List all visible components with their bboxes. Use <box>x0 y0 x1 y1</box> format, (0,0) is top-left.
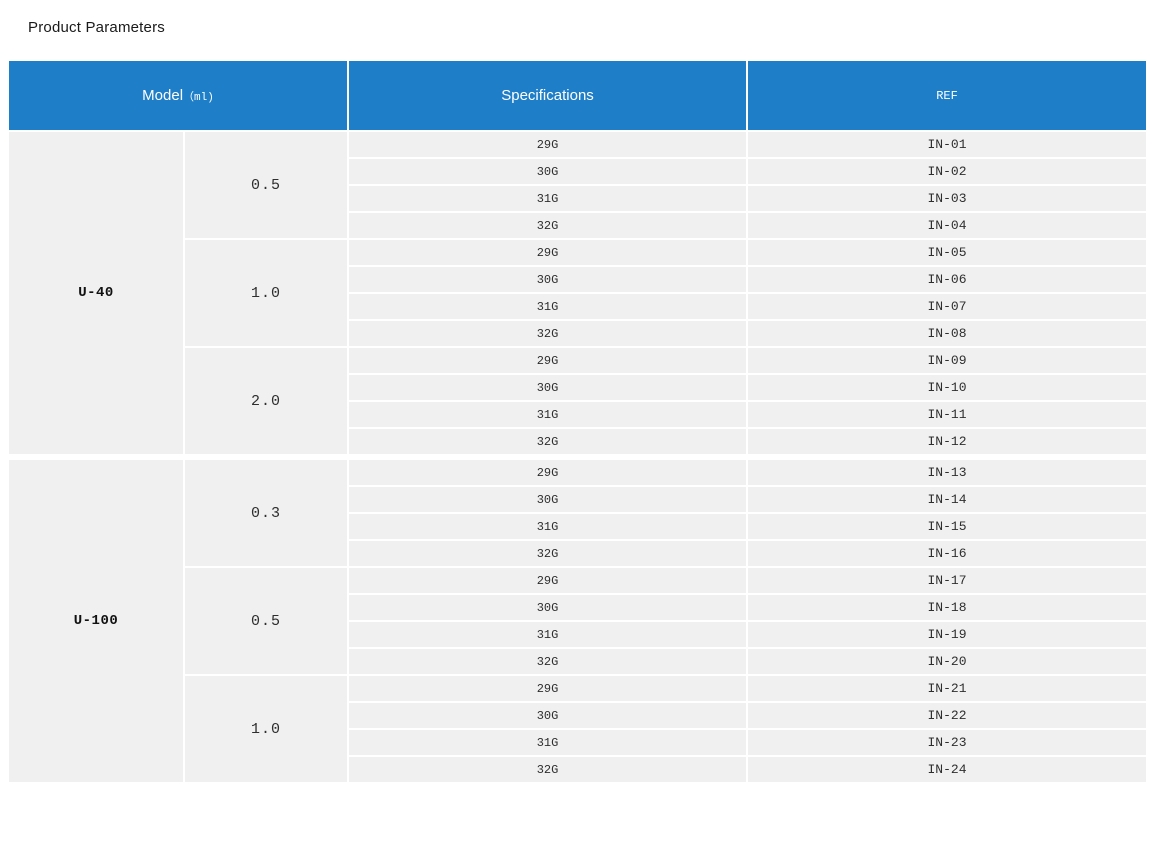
ref-cell: IN-12 <box>746 427 1149 458</box>
table-row: 1.0 29G IN-21 <box>8 674 1149 784</box>
spec-cell: 30G <box>347 485 749 514</box>
ml-cell: 0.5 <box>182 130 350 240</box>
table-row: U-100 0.3 29G IN-13 <box>7 454 1149 784</box>
column-header-model: Model（ml) <box>6 59 350 132</box>
spec-cell: 30G <box>347 593 749 622</box>
column-header-specifications: Specifications <box>347 59 749 132</box>
table-row: 32G IN-12 <box>8 427 1149 458</box>
spec-cell: 29G <box>347 130 749 159</box>
ref-cell: IN-06 <box>746 265 1149 294</box>
column-header-model-unit: （ml) <box>183 92 214 104</box>
table-row: 30G IN-02 <box>8 157 1149 186</box>
spec-cell: 31G <box>347 184 749 213</box>
spec-cell: 30G <box>347 701 749 730</box>
ref-cell: IN-22 <box>746 701 1149 730</box>
spec-cell: 29G <box>347 674 749 703</box>
spec-cell: 32G <box>347 647 749 676</box>
table-row: 30G IN-18 <box>8 593 1149 622</box>
spec-cell: 29G <box>347 238 749 267</box>
ref-cell: IN-21 <box>746 674 1149 703</box>
model-cell: U-40 <box>7 130 185 458</box>
table-row: 32G IN-08 <box>8 319 1149 348</box>
ref-cell: IN-07 <box>746 292 1149 321</box>
ref-cell: IN-20 <box>746 647 1149 676</box>
spec-cell: 31G <box>347 400 749 429</box>
table-row: 31G IN-11 <box>8 400 1149 429</box>
ref-cell: IN-02 <box>746 157 1149 186</box>
ref-cell: IN-05 <box>746 238 1149 267</box>
table-row: 32G IN-04 <box>8 211 1149 240</box>
ml-cell: 0.3 <box>182 454 350 568</box>
table-row: 30G IN-06 <box>8 265 1149 294</box>
ml-cell: 1.0 <box>182 238 350 348</box>
spec-cell: 32G <box>347 319 749 348</box>
spec-cell: 29G <box>347 454 749 487</box>
table-row: 31G IN-23 <box>8 728 1149 757</box>
column-header-ref: REF <box>746 59 1149 132</box>
spec-cell: 30G <box>347 157 749 186</box>
spec-cell: 31G <box>347 512 749 541</box>
ref-cell: IN-16 <box>746 539 1149 568</box>
ref-cell: IN-13 <box>746 454 1149 487</box>
table-row: 31G IN-15 <box>8 512 1149 541</box>
model-cell: U-100 <box>7 454 185 784</box>
table-row: 32G IN-20 <box>8 647 1149 676</box>
spec-cell: 32G <box>347 755 749 784</box>
table-row: 31G IN-07 <box>8 292 1149 321</box>
column-header-model-label: Model <box>142 87 184 104</box>
ref-cell: IN-15 <box>746 512 1149 541</box>
spec-cell: 29G <box>347 566 749 595</box>
ref-cell: IN-17 <box>746 566 1149 595</box>
table-row: 1.0 29G IN-05 <box>8 238 1149 348</box>
ml-cell: 1.0 <box>182 674 350 784</box>
product-parameters-table: Model（ml) Specifications REF U-40 0.5 29G I… <box>6 59 1149 784</box>
table-row: 32G IN-24 <box>8 755 1149 784</box>
ref-cell: IN-03 <box>746 184 1149 213</box>
ref-cell: IN-10 <box>746 373 1149 402</box>
spec-cell: 31G <box>347 728 749 757</box>
ml-cell: 2.0 <box>182 346 350 458</box>
ref-cell: IN-01 <box>746 130 1149 159</box>
spec-cell: 32G <box>347 539 749 568</box>
ref-cell: IN-09 <box>746 346 1149 375</box>
header-row: Model（ml) Specifications REF <box>6 59 1149 132</box>
table-body: U-40 0.5 29G IN-01 30G IN-02 31G IN-03 32G IN-04 1… <box>7 130 1149 784</box>
table-row: 31G IN-03 <box>8 184 1149 213</box>
table-row: 31G IN-19 <box>8 620 1149 649</box>
table-row: 30G IN-10 <box>8 373 1149 402</box>
spec-cell: 29G <box>347 346 749 375</box>
ref-cell: IN-24 <box>746 755 1149 784</box>
ref-cell: IN-08 <box>746 319 1149 348</box>
page-title: Product Parameters <box>28 19 165 36</box>
ref-cell: IN-11 <box>746 400 1149 429</box>
table-row: 30G IN-22 <box>8 701 1149 730</box>
spec-cell: 31G <box>347 620 749 649</box>
ref-cell: IN-23 <box>746 728 1149 757</box>
spec-cell: 30G <box>347 265 749 294</box>
table-row: 30G IN-14 <box>8 485 1149 514</box>
ref-cell: IN-14 <box>746 485 1149 514</box>
ref-cell: IN-04 <box>746 211 1149 240</box>
spec-cell: 31G <box>347 292 749 321</box>
ref-cell: IN-19 <box>746 620 1149 649</box>
ml-cell: 0.5 <box>182 566 350 676</box>
spec-cell: 32G <box>347 211 749 240</box>
table-row: U-40 0.5 29G IN-01 <box>7 130 1149 458</box>
table-row: 2.0 29G IN-09 <box>8 346 1149 458</box>
ref-cell: IN-18 <box>746 593 1149 622</box>
spec-cell: 30G <box>347 373 749 402</box>
spec-cell: 32G <box>347 427 749 458</box>
table-row: 0.5 29G IN-17 <box>8 566 1149 676</box>
table-row: 32G IN-16 <box>8 539 1149 568</box>
